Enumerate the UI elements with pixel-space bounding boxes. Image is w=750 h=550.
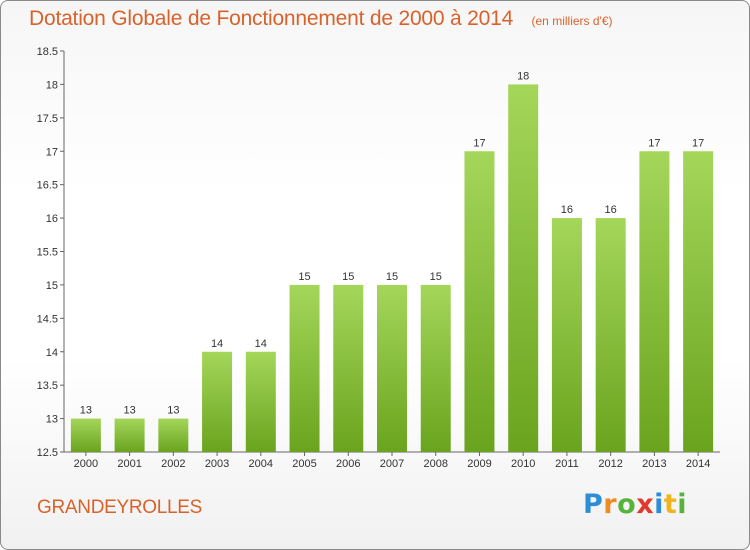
- y-tick-label: 14: [46, 347, 58, 359]
- x-tick-label: 2004: [249, 458, 273, 470]
- x-tick-label: 2006: [336, 458, 360, 470]
- bar: [289, 284, 320, 452]
- bar-value-label: 15: [386, 271, 398, 283]
- y-tick-label: 13.5: [37, 380, 58, 392]
- bar: [420, 284, 451, 452]
- x-tick-label: 2008: [423, 458, 447, 470]
- bar-value-label: 16: [605, 204, 617, 216]
- bar: [333, 284, 364, 452]
- y-tick-label: 16: [46, 213, 58, 225]
- bar: [114, 418, 145, 452]
- bar-value-label: 14: [255, 338, 267, 350]
- y-tick-label: 15: [46, 280, 58, 292]
- bar: [508, 84, 539, 453]
- y-tick-label: 18.5: [37, 46, 58, 58]
- x-tick-label: 2009: [467, 458, 491, 470]
- y-tick-label: 15.5: [37, 247, 58, 259]
- y-tick-label: 17: [46, 146, 58, 158]
- bar: [245, 351, 276, 452]
- y-tick-label: 14.5: [37, 313, 58, 325]
- logo-letter: r: [603, 489, 618, 520]
- bar: [595, 218, 626, 452]
- bar-value-label: 14: [211, 338, 223, 350]
- chart-header: Dotation Globale de Fonctionnement de 20…: [29, 7, 613, 31]
- bar-value-label: 17: [473, 137, 485, 149]
- bar-value-label: 17: [692, 137, 704, 149]
- y-tick-label: 17.5: [37, 113, 58, 125]
- x-tick-label: 2005: [292, 458, 316, 470]
- bar-value-label: 15: [298, 271, 310, 283]
- logo-letter: i: [677, 489, 688, 520]
- logo-letter: o: [617, 489, 637, 520]
- bar-value-label: 13: [167, 405, 179, 417]
- bar-value-label: 17: [648, 137, 660, 149]
- x-tick-label: 2014: [686, 458, 710, 470]
- y-tick-label: 12.5: [37, 447, 58, 459]
- bar-value-label: 13: [123, 405, 135, 417]
- bar-value-label: 18: [517, 70, 529, 82]
- x-tick-label: 2013: [642, 458, 666, 470]
- bar: [70, 418, 101, 452]
- bar-value-label: 16: [561, 204, 573, 216]
- y-tick-label: 16.5: [37, 180, 58, 192]
- x-tick-label: 2012: [598, 458, 622, 470]
- chart-title: Dotation Globale de Fonctionnement de 20…: [29, 7, 514, 30]
- bar: [639, 151, 670, 452]
- bar-value-label: 13: [80, 405, 92, 417]
- commune-name: GRANDEYROLLES: [37, 497, 203, 518]
- logo-letter: x: [636, 489, 655, 520]
- x-tick-label: 2000: [74, 458, 98, 470]
- bar: [202, 351, 233, 452]
- x-tick-label: 2002: [161, 458, 185, 470]
- logo-letter: i: [654, 489, 664, 520]
- x-tick-label: 2001: [117, 458, 141, 470]
- chart-subtitle: (en milliers d'€): [531, 14, 613, 28]
- bar: [377, 284, 407, 452]
- bar-value-label: 15: [342, 271, 354, 283]
- bar: [464, 151, 495, 452]
- bar: [683, 151, 714, 452]
- y-tick-label: 18: [46, 79, 58, 91]
- bar: [551, 218, 582, 452]
- logo-letter: P: [583, 489, 604, 520]
- x-tick-label: 2007: [380, 458, 404, 470]
- y-tick-label: 13: [46, 414, 58, 426]
- logo-letter: t: [663, 489, 678, 520]
- bar-value-label: 15: [430, 271, 442, 283]
- x-tick-label: 2003: [205, 458, 229, 470]
- x-tick-label: 2010: [511, 458, 535, 470]
- x-tick-label: 2011: [555, 458, 579, 470]
- proxiti-logo: Proxiti: [583, 489, 687, 520]
- bar: [158, 418, 189, 452]
